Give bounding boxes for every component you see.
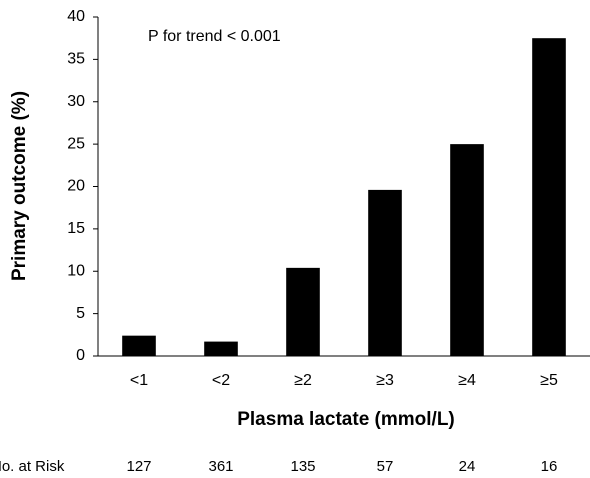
x-tick-label: ≥2 — [294, 372, 312, 389]
at-risk-value: 16 — [541, 458, 558, 475]
bar — [450, 144, 484, 356]
x-tick-label: ≥3 — [376, 372, 394, 389]
bar — [532, 38, 566, 356]
at-risk-label: No. at Risk — [0, 458, 65, 475]
y-tick-label: 0 — [76, 347, 85, 364]
bar — [122, 335, 156, 356]
y-tick-label: 15 — [67, 220, 85, 237]
at-risk-value: 127 — [126, 458, 151, 475]
x-tick-label: <1 — [130, 372, 148, 389]
bar — [368, 189, 402, 356]
y-tick-label: 10 — [67, 262, 85, 279]
x-tick-label: ≥4 — [458, 372, 476, 389]
bar — [204, 341, 238, 356]
y-tick-label: 25 — [67, 135, 85, 152]
at-risk-value: 57 — [377, 458, 394, 475]
y-tick-label: 5 — [76, 305, 85, 322]
y-tick-label: 40 — [67, 8, 85, 25]
x-tick-label: <2 — [212, 372, 230, 389]
annotation: P for trend < 0.001 — [148, 28, 281, 45]
y-tick-label: 35 — [67, 51, 85, 68]
y-tick-label: 20 — [67, 178, 85, 195]
bar — [286, 267, 320, 356]
at-risk-value: 361 — [208, 458, 233, 475]
y-axis-label: Primary outcome (%) — [9, 91, 30, 281]
x-axis-label: Plasma lactate (mmol/L) — [237, 409, 455, 430]
x-tick-label: ≥5 — [540, 372, 558, 389]
y-tick-label: 30 — [67, 93, 85, 110]
at-risk-value: 135 — [290, 458, 315, 475]
at-risk-value: 24 — [459, 458, 476, 475]
